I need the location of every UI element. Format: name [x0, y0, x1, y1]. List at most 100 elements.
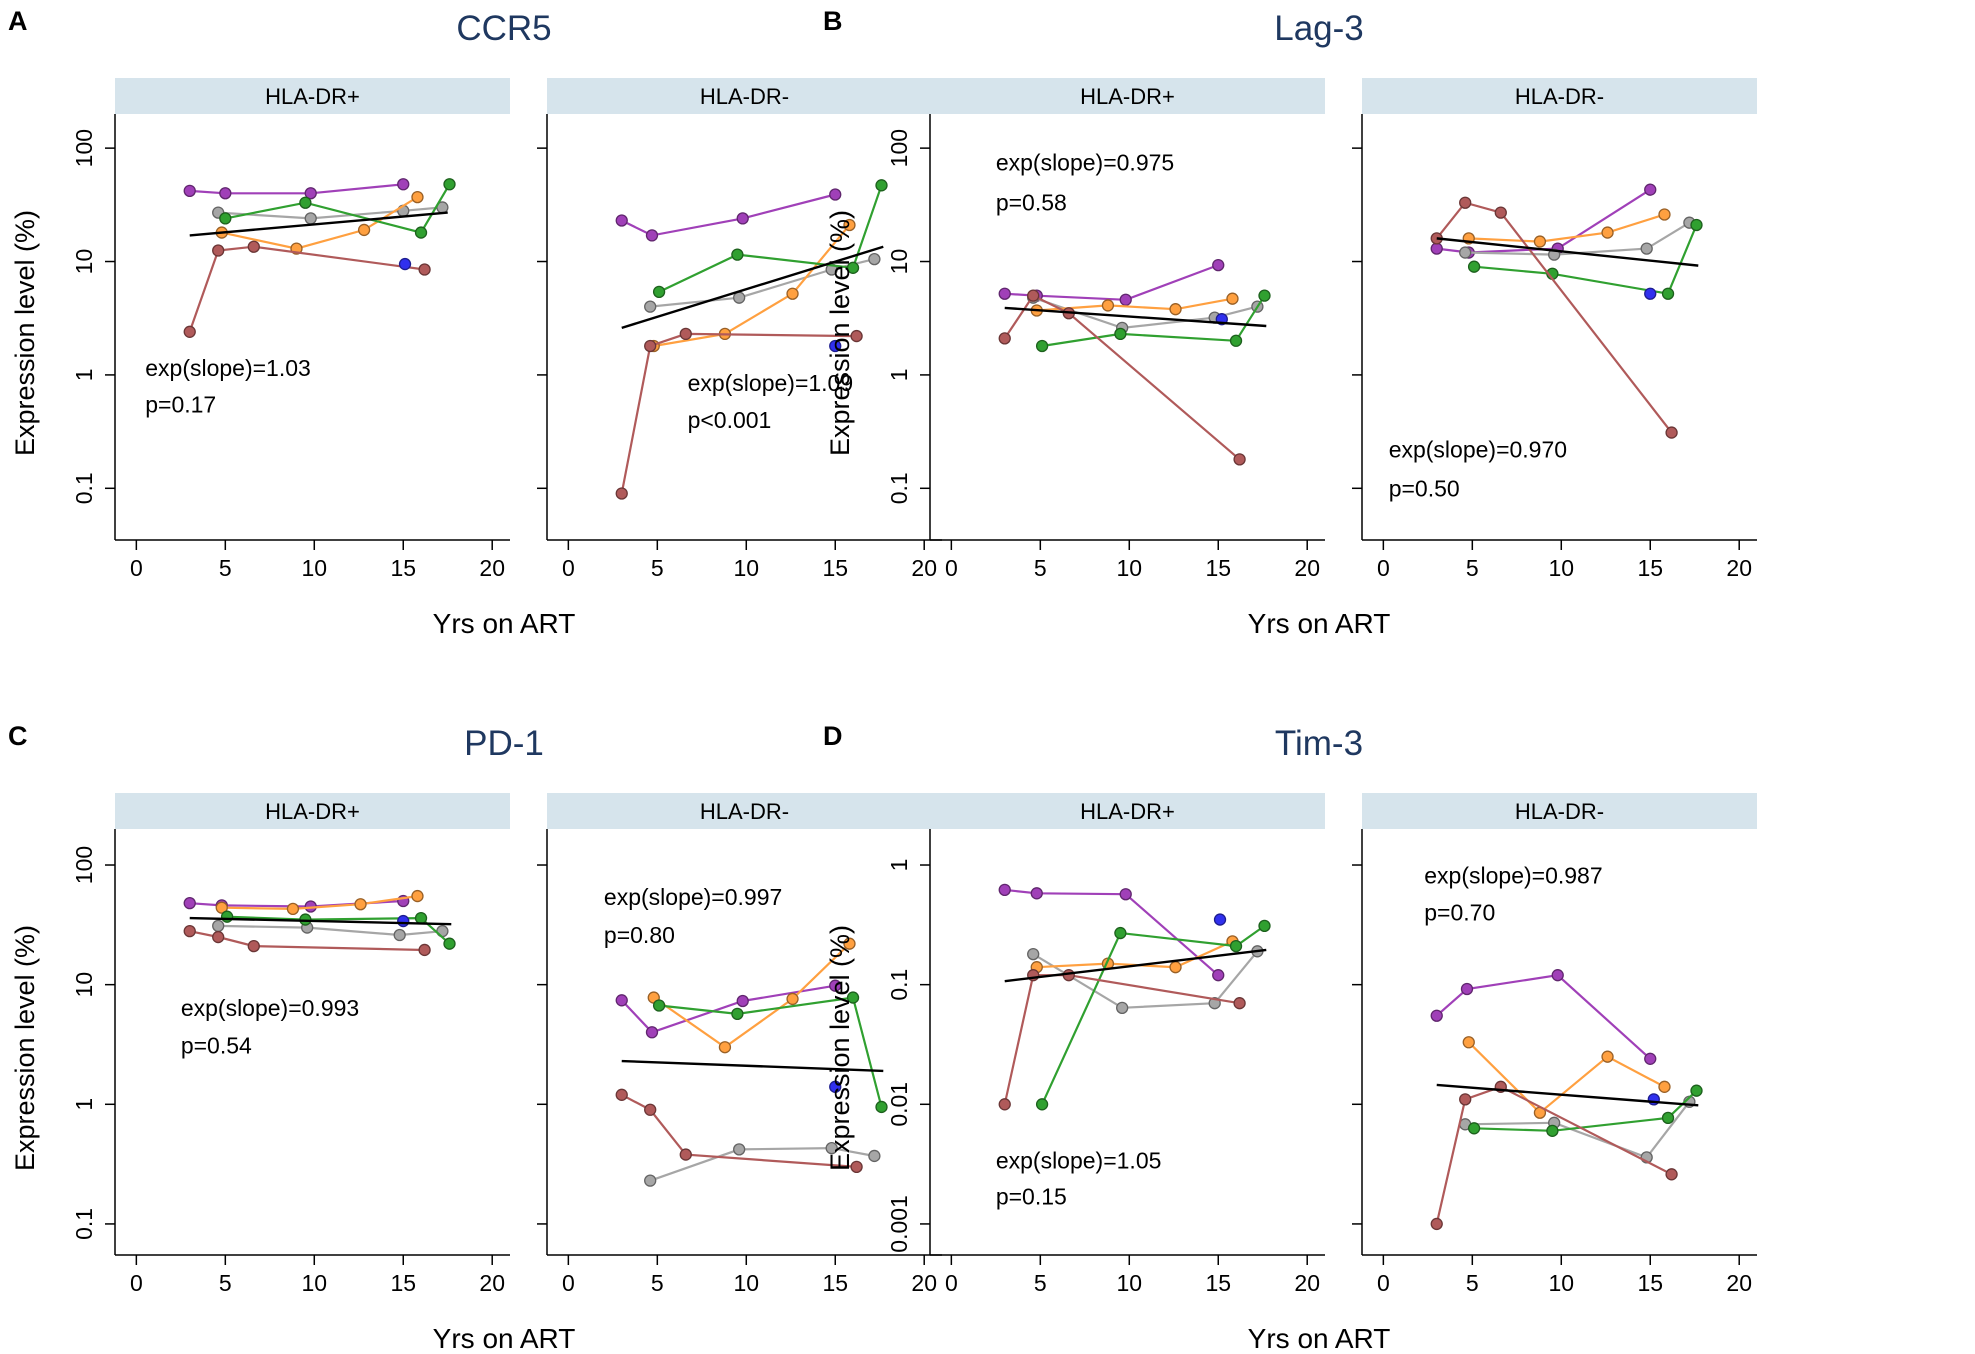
data-point: [1258, 289, 1271, 302]
data-point: [1229, 939, 1243, 953]
y-tick-label: 1: [886, 369, 912, 382]
x-tick-label: 20: [479, 555, 505, 581]
x-tick-label: 20: [1294, 1270, 1320, 1296]
x-axis-label: Yrs on ART: [433, 1323, 576, 1354]
data-point: [645, 229, 659, 242]
data-point: [1533, 235, 1547, 248]
x-tick-label: 0: [1377, 555, 1390, 581]
series-gray: [644, 1141, 881, 1187]
series-green: [652, 991, 888, 1114]
data-point: [998, 332, 1011, 345]
series-line: [1003, 294, 1241, 461]
strip-header: [115, 793, 510, 829]
p-value-annotation: p=0.54: [181, 1033, 252, 1059]
data-point: [183, 925, 196, 938]
x-tick-label: 10: [301, 555, 327, 581]
series-line: [1468, 213, 1665, 243]
data-point: [731, 248, 744, 261]
panel-letter: C: [8, 721, 28, 751]
series-line: [653, 942, 851, 1049]
data-point: [829, 1080, 842, 1093]
x-tick-label: 20: [479, 1270, 505, 1296]
data-point: [1601, 226, 1614, 239]
y-tick-label: 0.01: [886, 1082, 912, 1127]
data-point: [1114, 926, 1127, 940]
data-point: [398, 257, 412, 271]
x-tick-label: 20: [1294, 555, 1320, 581]
series-line: [620, 332, 857, 494]
series-brown: [1430, 1080, 1678, 1231]
data-point: [1665, 426, 1678, 439]
series-line: [620, 984, 836, 1034]
y-axis-label: Expression level (%): [10, 210, 40, 456]
strip-header: [930, 793, 1325, 829]
data-point: [354, 898, 367, 911]
x-tick-label: 10: [1116, 1270, 1142, 1296]
data-point: [1116, 1001, 1129, 1014]
data-point: [868, 252, 881, 266]
series-line: [1468, 1041, 1666, 1115]
series-green: [1035, 919, 1271, 1111]
y-axis-label: Expression level (%): [10, 925, 40, 1171]
x-tick-label: 10: [1548, 1270, 1574, 1296]
slope-annotation: exp(slope)=0.987: [1424, 862, 1602, 888]
series-brown: [998, 969, 1246, 1111]
data-point: [652, 999, 666, 1012]
data-point: [1661, 1111, 1675, 1125]
data-point: [868, 1149, 881, 1163]
data-point: [215, 901, 228, 914]
strip-header: [1362, 793, 1757, 829]
strip-label: HLA-DR+: [1080, 84, 1175, 109]
y-tick-label: 0.1: [71, 472, 97, 504]
data-point: [1640, 242, 1653, 255]
data-point: [1229, 334, 1243, 347]
y-tick-label: 0.1: [71, 1208, 97, 1240]
series-line: [218, 206, 443, 220]
series-line: [1004, 264, 1219, 301]
data-point: [220, 910, 234, 923]
series-line: [1435, 974, 1651, 1060]
data-point: [875, 1100, 888, 1114]
data-point: [212, 244, 225, 257]
data-point: [357, 223, 371, 237]
data-point: [1460, 982, 1474, 996]
data-point: [825, 1141, 838, 1155]
data-point: [736, 994, 749, 1008]
data-point: [843, 937, 856, 950]
data-point: [875, 179, 888, 192]
slope-annotation: exp(slope)=0.975: [996, 149, 1174, 175]
data-point: [679, 327, 692, 341]
data-point: [733, 1143, 746, 1156]
data-point: [247, 939, 260, 953]
fit-line: [621, 245, 884, 330]
y-tick-label: 10: [886, 249, 912, 275]
x-tick-label: 15: [822, 1270, 848, 1296]
x-tick-label: 10: [301, 1270, 327, 1296]
x-tick-label: 5: [1466, 1270, 1479, 1296]
series-line: [225, 183, 451, 234]
series-orange: [1462, 208, 1671, 248]
panel-title: PD-1: [464, 724, 544, 763]
series-line: [1465, 1101, 1691, 1159]
data-point: [304, 212, 317, 225]
panel-title: Tim-3: [1275, 724, 1363, 763]
data-point: [843, 218, 856, 232]
series-line: [227, 915, 451, 945]
series-line: [621, 1093, 857, 1168]
data-point: [443, 178, 456, 191]
data-point: [846, 991, 860, 1004]
series-orange: [647, 937, 856, 1054]
series-green: [652, 179, 888, 299]
data-point: [786, 287, 799, 300]
x-tick-label: 0: [562, 555, 575, 581]
series-line: [649, 1146, 875, 1182]
data-point: [414, 226, 428, 239]
series-line: [1435, 201, 1673, 434]
data-point: [1233, 997, 1246, 1010]
x-tick-label: 15: [1205, 555, 1231, 581]
series-purple: [183, 178, 410, 200]
data-point: [679, 1148, 692, 1161]
x-tick-label: 0: [130, 555, 143, 581]
